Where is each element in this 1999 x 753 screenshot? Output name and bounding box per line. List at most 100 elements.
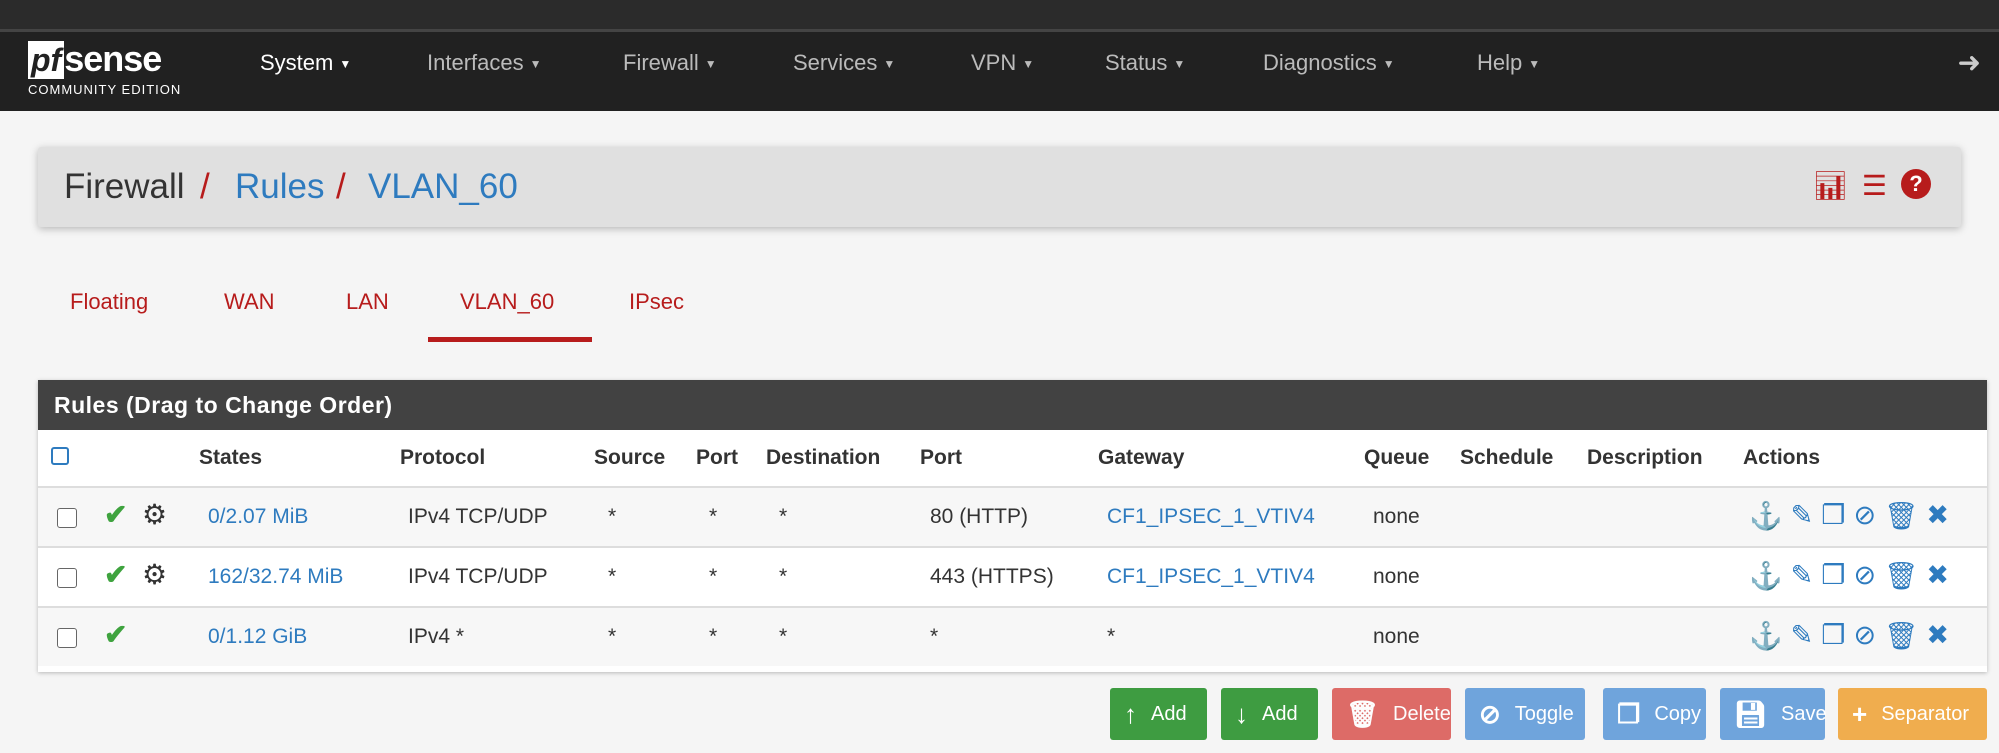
list-icon[interactable]: ☰: [1861, 170, 1887, 201]
header-states: States: [199, 446, 263, 469]
nav-vpn[interactable]: VPN ▼: [971, 50, 1035, 75]
save-icon: 💾︎: [1734, 698, 1768, 729]
gateway[interactable]: CF1_IPSEC_1_VTIV4: [1107, 505, 1315, 528]
arrow-up-icon: ↑: [1124, 698, 1137, 729]
row-checkbox[interactable]: [57, 568, 77, 588]
table-row[interactable]: ✔ ⚙ 162/32.74 MiB IPv4 TCP/UDP * * * 443 (HTTPS…: [38, 546, 1987, 606]
nav-interfaces[interactable]: Interfaces ▼: [427, 50, 542, 75]
tab-floating[interactable]: Floating: [70, 289, 149, 314]
copy-icon[interactable]: ❐: [1821, 620, 1848, 650]
states-link[interactable]: 0/1.12 GiB: [208, 625, 308, 648]
header-destination-port: Port: [920, 446, 962, 469]
tab-vlan60[interactable]: VLAN_60: [460, 289, 555, 314]
anchor-icon[interactable]: ⚓: [1749, 561, 1785, 591]
copy-button[interactable]: ❐ Copy: [1603, 688, 1706, 740]
pass-check-icon: ✔: [104, 559, 128, 590]
pass-check-icon: ✔: [104, 499, 128, 530]
rules-panel: Rules (Drag to Change Order) States Prot…: [38, 380, 1987, 672]
arrow-down-icon: ↓: [1235, 698, 1248, 729]
breadcrumb-rules[interactable]: Rules: [235, 167, 325, 206]
destination: *: [779, 625, 788, 648]
trash-icon: 🗑︎: [1346, 698, 1380, 729]
add-separator-button[interactable]: + Separator: [1838, 688, 1987, 740]
header-description: Description: [1587, 446, 1703, 469]
header-actions: Actions: [1743, 446, 1821, 469]
ban-icon[interactable]: ⊘: [1853, 500, 1879, 530]
queue: none: [1373, 625, 1420, 648]
copy-icon[interactable]: ❐: [1821, 560, 1848, 590]
source-port: *: [709, 505, 718, 528]
delete-button[interactable]: 🗑︎ Delete: [1332, 688, 1451, 740]
active-tab-indicator: [428, 337, 592, 342]
close-icon[interactable]: ✖: [1926, 620, 1951, 650]
trash-icon[interactable]: 🗑︎: [1884, 561, 1921, 591]
ban-icon: ⊘: [1479, 698, 1501, 729]
pencil-icon[interactable]: ✎: [1790, 500, 1816, 530]
destination: *: [779, 565, 788, 588]
tab-lan[interactable]: LAN: [346, 289, 389, 314]
pencil-icon[interactable]: ✎: [1790, 620, 1816, 650]
nav-status[interactable]: Status ▼: [1105, 50, 1186, 75]
source: *: [608, 505, 617, 528]
source: *: [608, 565, 617, 588]
header-queue: Queue: [1364, 446, 1430, 469]
anchor-icon[interactable]: ⚓: [1749, 621, 1785, 651]
ban-icon[interactable]: ⊘: [1853, 560, 1879, 590]
protocol: IPv4 *: [408, 625, 465, 648]
bar-chart-icon[interactable]: 📊︎: [1812, 170, 1848, 201]
row-checkbox[interactable]: [57, 628, 77, 648]
add-bottom-button[interactable]: ↓ Add: [1221, 688, 1318, 740]
pass-check-icon: ✔: [104, 619, 128, 650]
destination: *: [779, 505, 788, 528]
browser-top-strip: [0, 0, 1999, 32]
states-link[interactable]: 0/2.07 MiB: [208, 505, 309, 528]
nav-help[interactable]: Help ▼: [1477, 50, 1541, 75]
copy-icon: ❐: [1617, 698, 1641, 729]
breadcrumb-separator: /: [336, 167, 346, 206]
pfsense-logo[interactable]: pfsense COMMUNITY EDITION: [28, 38, 182, 97]
header-gateway: Gateway: [1098, 446, 1185, 469]
anchor-icon[interactable]: ⚓: [1749, 501, 1785, 531]
ban-icon[interactable]: ⊘: [1853, 620, 1879, 650]
header-destination: Destination: [766, 446, 881, 469]
destination-port: *: [930, 625, 939, 648]
gateway[interactable]: CF1_IPSEC_1_VTIV4: [1107, 565, 1315, 588]
sign-out-icon[interactable]: ➜: [1957, 47, 1981, 78]
protocol: IPv4 TCP/UDP: [408, 565, 548, 588]
source-port: *: [709, 625, 718, 648]
source: *: [608, 625, 617, 648]
table-row[interactable]: ✔ ⚙ 0/2.07 MiB IPv4 TCP/UDP * * * 80 (HTTP) CF1_…: [38, 486, 1987, 546]
pencil-icon[interactable]: ✎: [1790, 560, 1816, 590]
protocol: IPv4 TCP/UDP: [408, 505, 548, 528]
destination-port: 443 (HTTPS): [930, 565, 1054, 588]
trash-icon[interactable]: 🗑︎: [1884, 621, 1921, 651]
save-button[interactable]: 💾︎ Save: [1720, 688, 1827, 740]
breadcrumb-firewall: Firewall: [64, 167, 185, 206]
header-source: Source: [594, 446, 666, 469]
trash-icon[interactable]: 🗑︎: [1884, 501, 1921, 531]
row-checkbox[interactable]: [57, 508, 77, 528]
close-icon[interactable]: ✖: [1926, 500, 1951, 530]
states-link[interactable]: 162/32.74 MiB: [208, 565, 344, 588]
nav-system[interactable]: System ▼: [260, 50, 352, 75]
tab-wan[interactable]: WAN: [224, 289, 275, 314]
add-top-button[interactable]: ↑ Add: [1110, 688, 1207, 740]
tab-ipsec[interactable]: IPsec: [629, 289, 685, 314]
gear-icon: ⚙: [142, 499, 168, 530]
close-icon[interactable]: ✖: [1926, 560, 1951, 590]
top-navbar: pfsense COMMUNITY EDITION System ▼ Interf…: [0, 32, 1999, 111]
nav-diagnostics[interactable]: Diagnostics ▼: [1263, 50, 1395, 75]
logo-edition: COMMUNITY EDITION: [28, 82, 182, 97]
plus-icon: +: [1852, 698, 1868, 729]
source-port: *: [709, 565, 718, 588]
breadcrumb-vlan60[interactable]: VLAN_60: [368, 167, 518, 206]
select-all-checkbox[interactable]: [51, 447, 69, 465]
nav-services[interactable]: Services ▼: [793, 50, 896, 75]
breadcrumb: Firewall / Rules / VLAN_60 📊︎ ☰ ?: [38, 147, 1961, 227]
nav-firewall[interactable]: Firewall ▼: [623, 50, 717, 75]
header-source-port: Port: [696, 446, 738, 469]
table-row[interactable]: ✔ 0/1.12 GiB IPv4 * * * * * * none ⚓ ✎ ❐ ⊘ 🗑︎ ✖: [38, 606, 1987, 666]
toggle-button[interactable]: ⊘ Toggle: [1465, 688, 1585, 740]
help-icon[interactable]: ?: [1901, 169, 1931, 199]
copy-icon[interactable]: ❐: [1821, 500, 1848, 530]
